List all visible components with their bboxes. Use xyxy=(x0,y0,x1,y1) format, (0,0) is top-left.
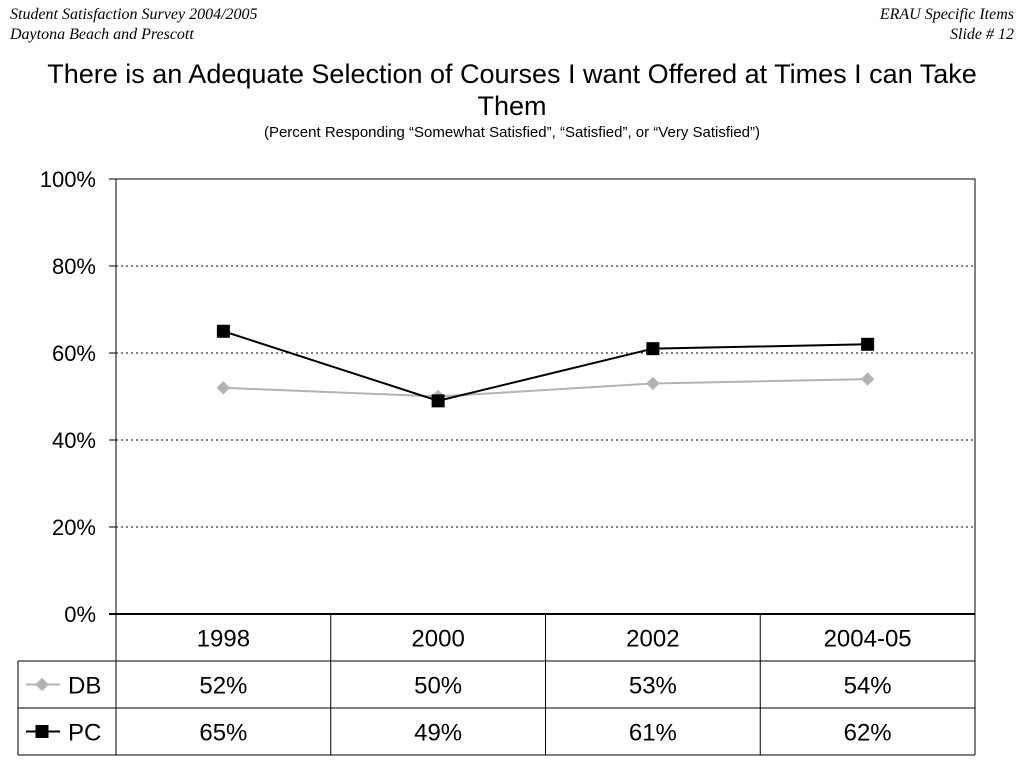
plot-area xyxy=(115,178,976,615)
survey-title: Student Satisfaction Survey 2004/2005 xyxy=(10,6,258,23)
table-value: 65% xyxy=(199,720,247,747)
data-point-pc xyxy=(861,337,875,351)
y-tick-label: 0% xyxy=(64,602,96,627)
data-point-db xyxy=(216,381,231,395)
chart-title: There is an Adequate Selection of Course… xyxy=(47,59,977,121)
legend-marker-db xyxy=(35,677,49,692)
y-tick-label: 100% xyxy=(40,167,96,192)
table-value: 50% xyxy=(414,673,462,700)
series-line-pc xyxy=(223,330,868,402)
data-point-db xyxy=(646,376,660,391)
y-tick-label: 80% xyxy=(52,254,96,279)
data-point-db xyxy=(860,372,875,386)
y-tick-label: 60% xyxy=(52,341,96,366)
category-label: 1998 xyxy=(197,626,250,653)
table-value: 53% xyxy=(629,673,677,700)
table-value: 61% xyxy=(629,720,677,747)
section-label: ERAU Specific Items xyxy=(879,6,1014,23)
category-label: 2000 xyxy=(411,626,464,653)
header-left: Student Satisfaction Survey 2004/2005 Da… xyxy=(10,5,258,45)
data-point-pc xyxy=(431,394,445,408)
table-value: 54% xyxy=(844,673,892,700)
legend-label-db: DB xyxy=(68,673,101,700)
category-label: 2004-05 xyxy=(824,626,912,653)
table-value: 52% xyxy=(199,673,247,700)
legend-marker-pc xyxy=(35,725,49,738)
table-value: 62% xyxy=(844,720,892,747)
y-tick-label: 20% xyxy=(52,515,96,540)
legend-label-pc: PC xyxy=(68,720,101,747)
y-tick-label: 40% xyxy=(52,428,96,453)
data-point-pc xyxy=(646,342,660,356)
category-label: 2002 xyxy=(626,626,679,653)
campus-label: Daytona Beach and Prescott xyxy=(10,26,194,43)
data-point-pc xyxy=(216,324,230,338)
chart-subtitle: (Percent Responding “Somewhat Satisfied”… xyxy=(263,124,761,141)
header-right: ERAU Specific Items Slide # 12 xyxy=(880,5,1014,45)
table-value: 49% xyxy=(414,720,462,747)
slide-number: Slide # 12 xyxy=(950,26,1014,43)
series-line-db xyxy=(223,378,868,398)
